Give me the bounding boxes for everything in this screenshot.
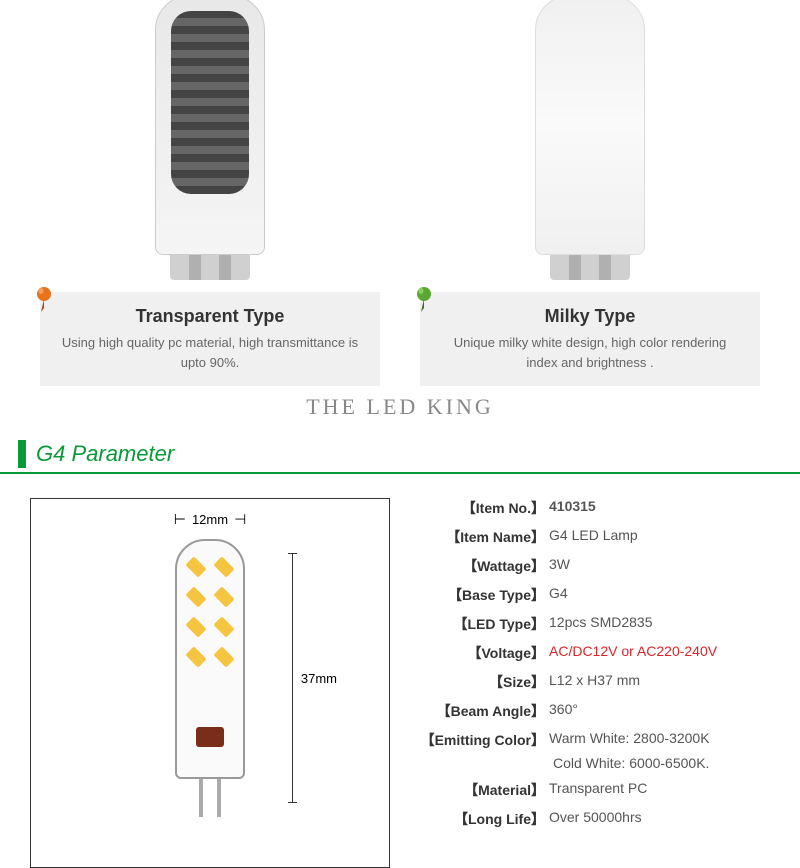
spec-row: Emitting ColorWarm White: 2800-3200K [414,730,770,750]
divider-line [0,472,800,474]
spec-value: Warm White: 2800-3200K [549,730,710,750]
type-description: Unique milky white design, high color re… [438,333,742,372]
spec-value: 3W [549,556,570,576]
width-label: 12mm [192,512,228,527]
spec-row: Long LifeOver 50000hrs [414,809,770,829]
spec-row: LED Type12pcs SMD2835 [414,614,770,634]
spec-value: 360° [549,701,578,721]
parameter-section: ⊢ 12mm ⊣ 37mm Item No.41 [0,498,800,868]
spec-value: 410315 [549,498,596,518]
spec-label: Material [414,780,549,800]
width-dimension: ⊢ 12mm ⊣ [43,511,377,528]
spec-row: Item NameG4 LED Lamp [414,527,770,547]
spec-row: SizeL12 x H37 mm [414,672,770,692]
spec-value: AC/DC12V or AC220-240V [549,643,717,663]
spec-row: Wattage3W [414,556,770,576]
spec-label: Base Type [414,585,549,605]
section-title: G4 Parameter [36,441,174,467]
spec-label: LED Type [414,614,549,634]
spec-label: Emitting Color [414,730,549,750]
spec-value: L12 x H37 mm [549,672,640,692]
spec-label: Long Life [414,809,549,829]
spec-row: Base TypeG4 [414,585,770,605]
spec-label: Voltage [414,643,549,663]
dimension-diagram: ⊢ 12mm ⊣ 37mm [30,498,390,868]
spec-value: G4 LED Lamp [549,527,638,547]
spec-label: Item Name [414,527,549,547]
transparent-type-card: Transparent Type Using high quality pc m… [40,292,380,386]
spec-row: VoltageAC/DC12V or AC220-240V [414,643,770,663]
spec-value: Over 50000hrs [549,809,642,829]
section-header: G4 Parameter [0,440,800,468]
spec-label: Wattage [414,556,549,576]
bulb-image-transparent [155,10,265,280]
height-dimension: 37mm [292,553,337,803]
type-description: Using high quality pc material, high tra… [58,333,362,372]
watermark-text: THE LED KING [0,386,800,440]
milky-type-column: Milky Type Unique milky white design, hi… [420,10,760,386]
pushpin-icon [410,284,438,312]
height-label: 37mm [301,671,337,686]
bulb-image-milky [535,10,645,280]
accent-bar [18,440,26,468]
spec-row: MaterialTransparent PC [414,780,770,800]
pushpin-icon [30,284,58,312]
milky-type-card: Milky Type Unique milky white design, hi… [420,292,760,386]
spec-label: Item No. [414,498,549,518]
spec-row: Item No.410315 [414,498,770,518]
spec-value: G4 [549,585,568,605]
transparent-type-column: Transparent Type Using high quality pc m… [40,10,380,386]
specification-list: Item No.410315Item NameG4 LED LampWattag… [390,498,770,868]
bulb-schematic [175,539,245,779]
spec-sub-value: Cold White: 6000-6500K. [553,755,770,771]
spec-label: Beam Angle [414,701,549,721]
type-title: Milky Type [438,306,742,327]
type-comparison: Transparent Type Using high quality pc m… [0,0,800,386]
spec-value: 12pcs SMD2835 [549,614,653,634]
spec-label: Size [414,672,549,692]
spec-value: Transparent PC [549,780,647,800]
spec-row: Beam Angle360° [414,701,770,721]
type-title: Transparent Type [58,306,362,327]
